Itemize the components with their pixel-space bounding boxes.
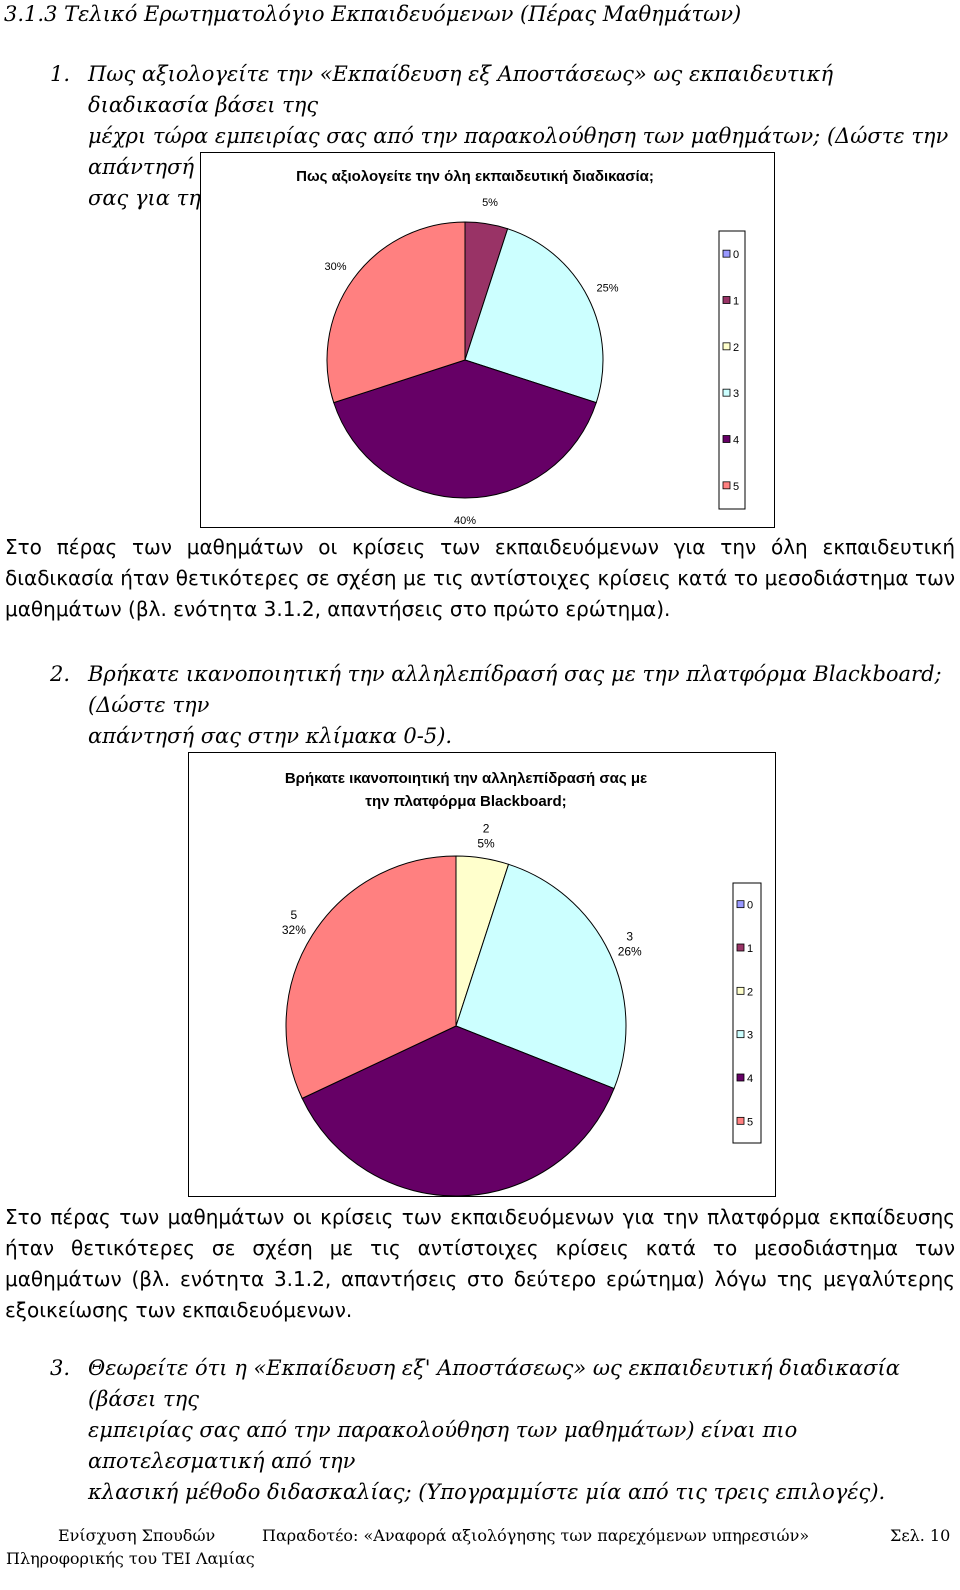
chart-legend — [732, 882, 762, 1144]
pie-chart-2-svg: Βρήκατε ικανοποιητική την αλληλεπίδρασή … — [282, 770, 762, 1232]
pie-chart-overall-process: Πως αξιολογείτε την όλη εκπαιδευτική δια… — [200, 152, 775, 528]
legend-label-3: 3 — [747, 1030, 753, 1042]
pie-label-percent: 30% — [325, 261, 347, 273]
legend-swatch-4 — [736, 1073, 745, 1082]
pie-slice-5 — [285, 855, 457, 1100]
question-2: Βρήκατε ικανοποιητική την αλληλεπίδρασή … — [88, 659, 950, 752]
paragraph-1: Στο πέρας των μαθημάτων οι κρίσεις των ε… — [5, 535, 955, 621]
pie-label-category: 2 — [483, 821, 490, 835]
legend-label-3: 3 — [733, 388, 739, 400]
pie-label-percent: 26% — [618, 944, 642, 958]
legend-swatch-3 — [736, 1030, 745, 1039]
footer-center: Παραδοτέο: «Αναφορά αξιολόγησης των παρε… — [262, 1526, 810, 1545]
question-2-line: απάντησή σας στην κλίμακα 0-5). — [88, 724, 453, 748]
pie-label-percent: 5% — [482, 197, 498, 209]
legend-swatch-0 — [722, 249, 731, 258]
legend-swatch-1 — [722, 296, 731, 304]
legend-swatch-5 — [722, 481, 731, 490]
pie-label-percent: 32% — [282, 923, 306, 937]
footer-left-line-1: Ενίσχυση Σπουδών — [58, 1526, 216, 1545]
legend-swatch-2 — [736, 986, 745, 995]
question-3-number: 3. — [50, 1356, 71, 1380]
pie-slice-5 — [326, 221, 466, 404]
legend-swatch-5 — [736, 1116, 745, 1125]
legend-swatch-3 — [722, 388, 731, 397]
question-1-number: 1. — [50, 62, 71, 86]
section-heading: 3.1.3 Τελικό Ερωτηματολόγιο Εκπαιδευόμεν… — [4, 2, 742, 26]
legend-label-0: 0 — [733, 249, 739, 261]
pie-chart-1-svg: Πως αξιολογείτε την όλη εκπαιδευτική δια… — [296, 168, 746, 527]
question-2-number: 2. — [50, 662, 71, 686]
footer-page-number: Σελ. 10 — [890, 1526, 951, 1545]
question-3-line: εμπειρίας σας από την παρακολούθηση των … — [88, 1418, 798, 1473]
legend-label-5: 5 — [733, 481, 739, 493]
pie-slice-3 — [455, 863, 627, 1090]
legend-label-2: 2 — [747, 986, 753, 998]
footer-left-line-2: Πληροφορικής του ΤΕΙ Λαμίας — [6, 1549, 255, 1568]
legend-label-1: 1 — [733, 296, 739, 308]
legend-swatch-4 — [722, 435, 731, 443]
legend-label-1: 1 — [747, 943, 753, 955]
question-3-line: κλασική μέθοδο διδασκαλίας; (Υπογραμμίστ… — [88, 1480, 886, 1504]
pie-slice-4 — [301, 1025, 615, 1197]
legend-swatch-2 — [722, 342, 731, 351]
pie-label-percent: 5% — [477, 836, 495, 850]
pie-chart-blackboard: Βρήκατε ικανοποιητική την αλληλεπίδρασή … — [188, 752, 776, 1232]
pie-label-percent: 25% — [597, 282, 619, 294]
question-3: Θεωρείτε ότι η «Εκπαίδευση εξ' Αποστάσεω… — [88, 1353, 950, 1508]
legend-label-2: 2 — [733, 342, 739, 354]
question-1-line: μέχρι τώρα εμπειρίας σας από την παρακολ… — [88, 124, 949, 179]
question-2-line: Βρήκατε ικανοποιητική την αλληλεπίδρασή … — [88, 662, 942, 717]
question-1-line: Πως αξιολογείτε την «Εκπαίδευση εξ Αποστ… — [88, 62, 834, 117]
legend-label-4: 4 — [733, 435, 739, 447]
chart-title: Βρήκατε ικανοποιητική την αλληλεπίδρασή … — [285, 770, 647, 787]
chart-legend — [718, 230, 746, 510]
paragraph-2: Στο πέρας των μαθημάτων οι κρίσεις των ε… — [5, 1205, 955, 1322]
legend-swatch-0 — [736, 900, 745, 909]
pie-label-category: 3 — [626, 929, 633, 943]
pie-slice-4 — [333, 359, 597, 499]
chart-title: Πως αξιολογείτε την όλη εκπαιδευτική δια… — [296, 168, 654, 185]
legend-label-5: 5 — [747, 1116, 753, 1128]
pie-label-percent: 40% — [454, 515, 476, 527]
question-3-line: Θεωρείτε ότι η «Εκπαίδευση εξ' Αποστάσεω… — [88, 1356, 900, 1411]
legend-label-0: 0 — [747, 900, 753, 912]
legend-label-4: 4 — [747, 1073, 753, 1085]
legend-swatch-1 — [736, 943, 745, 952]
pie-slice-3 — [464, 228, 604, 404]
pie-label-category: 5 — [291, 908, 298, 922]
chart-title: την πλατφόρμα Blackboard; — [365, 793, 566, 810]
